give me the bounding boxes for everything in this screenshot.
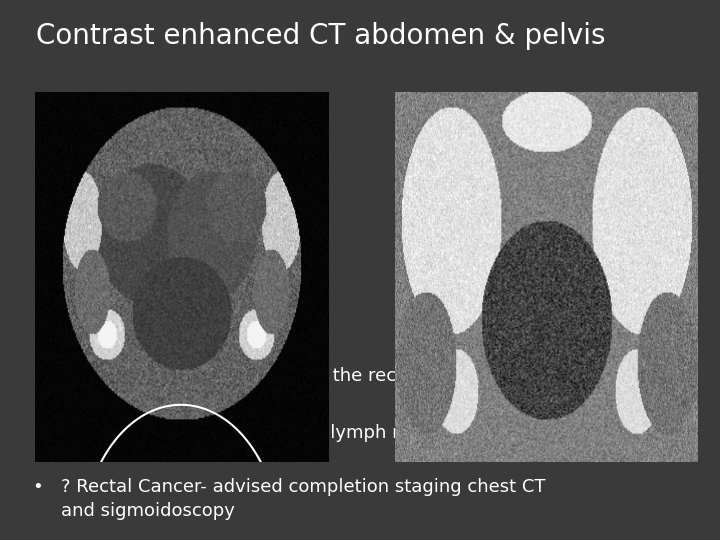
Text: ? Rectal Cancer- advised completion staging chest CT
and sigmoidoscopy: ? Rectal Cancer- advised completion stag…	[61, 478, 546, 520]
Text: •: •	[32, 478, 43, 496]
Text: •: •	[32, 367, 43, 385]
Text: Contrast enhanced CT abdomen & pelvis: Contrast enhanced CT abdomen & pelvis	[36, 22, 606, 50]
Text: Diffuse mucosal thickening in the rectum with perirectal fat
stranding: Diffuse mucosal thickening in the rectum…	[61, 367, 599, 409]
Text: Multiple enlarged mesorectal lymph nodes: Multiple enlarged mesorectal lymph nodes	[61, 424, 446, 442]
Text: •: •	[32, 424, 43, 442]
